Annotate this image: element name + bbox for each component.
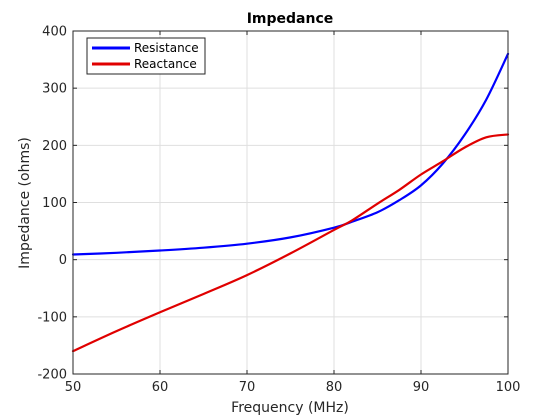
legend-reactance-label: Reactance <box>134 57 197 71</box>
legend-resistance-label: Resistance <box>134 41 199 55</box>
x-tick-label: 60 <box>152 380 169 395</box>
tick-labels: 50 60 70 80 90 100 -200 -100 0 100 200 300 400 <box>37 25 520 396</box>
series-line-reactance <box>71 133 510 353</box>
x-tick-label: 90 <box>413 380 430 395</box>
y-tick-label: 100 <box>42 196 67 211</box>
x-tick-label: 50 <box>65 380 82 395</box>
y-tick-label: 0 <box>59 253 67 268</box>
x-tick-label: 80 <box>326 380 343 395</box>
grid-lines <box>72 30 509 375</box>
x-axis-label: Frequency (MHz) <box>231 400 349 416</box>
y-tick-label: -200 <box>37 368 67 383</box>
chart-title: Impedance <box>247 11 334 27</box>
legend-box <box>86 37 206 75</box>
series-layer <box>71 52 510 353</box>
axis-ticks <box>72 30 509 375</box>
x-tick-label: 70 <box>239 380 256 395</box>
x-tick-label: 100 <box>496 380 521 395</box>
legend: Resistance Reactance <box>86 37 206 75</box>
y-axis-label: Impedance (ohms) <box>17 137 33 269</box>
y-tick-label: 300 <box>42 82 67 97</box>
y-tick-label: -100 <box>37 310 67 325</box>
y-tick-label: 400 <box>42 25 67 40</box>
y-tick-label: 200 <box>42 139 67 154</box>
